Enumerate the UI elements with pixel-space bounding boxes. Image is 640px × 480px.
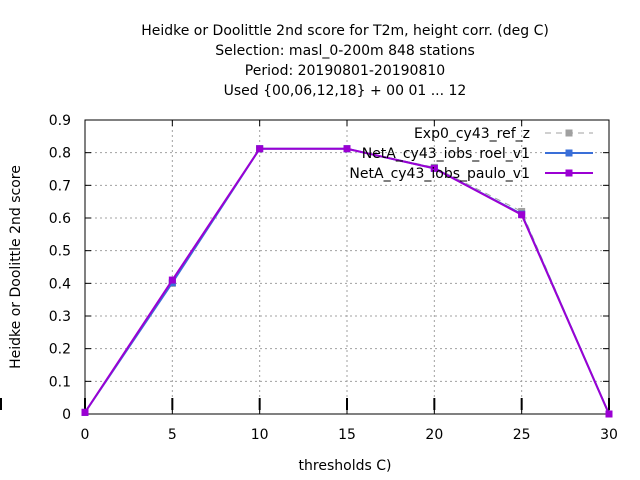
title-line-4: Used {00,06,12,18} + 00 01 ... 12 [224, 83, 467, 99]
grid [85, 120, 609, 414]
y-tick-label: 0.9 [49, 113, 71, 129]
y-tick-label: 0.8 [49, 146, 71, 162]
x-tick-label: 30 [600, 427, 618, 443]
legend-item: NetA_cy43_iobs_roel_v1 [362, 146, 593, 162]
legend-label: NetA_cy43_iobs_paulo_v1 [349, 166, 530, 182]
y-tick-label: 0.7 [49, 178, 71, 194]
y-tick-label: 0.6 [49, 211, 71, 227]
data-point [256, 145, 264, 153]
data-point [518, 211, 526, 219]
data-point [343, 145, 351, 153]
y-axis-label: Heidke or Doolittle 2nd score [8, 165, 24, 369]
legend-swatch-marker [565, 149, 573, 157]
legend-swatch-marker [565, 129, 573, 137]
legend-item: NetA_cy43_iobs_paulo_v1 [349, 166, 593, 182]
y-tick-label: 0 [62, 407, 71, 423]
y-tick-label: 0.4 [49, 276, 71, 292]
title-line-3: Period: 20190801-20190810 [245, 63, 445, 79]
y-tick-label: 0.1 [49, 374, 71, 390]
x-tick-label: 20 [425, 427, 443, 443]
legend: Exp0_cy43_ref_z NetA_cy43_iobs_roel_v1 Net… [349, 126, 593, 182]
x-tick-label: 10 [251, 427, 269, 443]
chart-title: Heidke or Doolittle 2nd score for T2m, h… [141, 23, 549, 99]
x-tick-label: 15 [338, 427, 356, 443]
data-point [81, 408, 89, 416]
y-tick-label: 0.5 [49, 244, 71, 260]
title-line-2: Selection: masl_0-200m 848 stations [215, 43, 475, 59]
legend-item: Exp0_cy43_ref_z [414, 126, 593, 142]
y-tick-labels: 0 0.1 0.2 0.3 0.4 0.5 0.6 0.7 0.8 0.9 [49, 113, 71, 423]
legend-label: Exp0_cy43_ref_z [414, 126, 530, 142]
data-point [605, 410, 613, 418]
y-tick-label: 0.3 [49, 309, 71, 325]
series-lines [81, 145, 613, 418]
threshold-bars [84, 398, 610, 410]
title-line-1: Heidke or Doolittle 2nd score for T2m, h… [141, 23, 549, 39]
data-point [168, 276, 176, 284]
x-tick-label: 0 [81, 427, 90, 443]
x-tick-label: 5 [168, 427, 177, 443]
x-tick-label: 25 [513, 427, 531, 443]
legend-swatch-marker [565, 169, 573, 177]
series-3 [81, 145, 613, 418]
y-tick-label: 0.2 [49, 342, 71, 358]
legend-label: NetA_cy43_iobs_roel_v1 [362, 146, 530, 162]
x-tick-labels: 0 5 10 15 20 25 30 [81, 427, 618, 443]
x-axis-label: thresholds C) [299, 458, 392, 474]
data-point [430, 164, 438, 172]
